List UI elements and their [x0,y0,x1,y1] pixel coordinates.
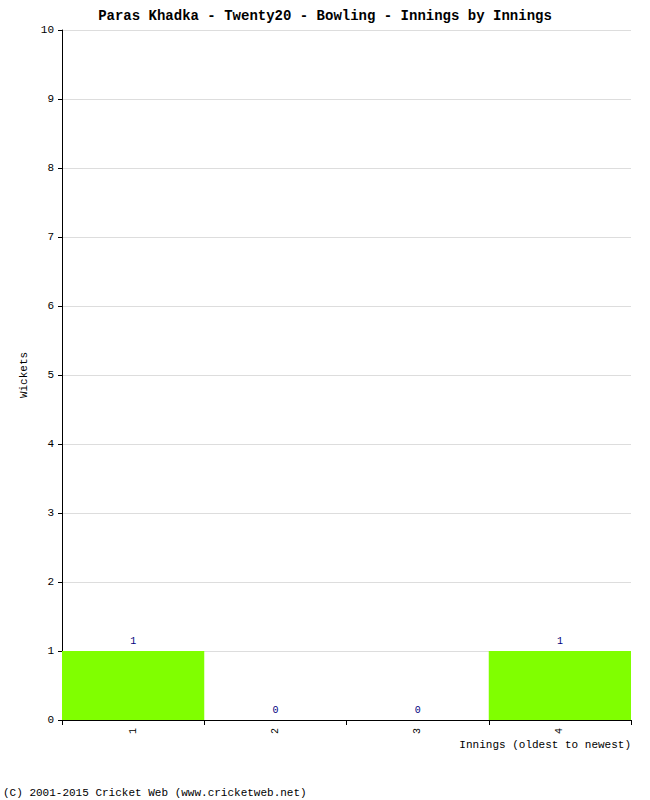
svg-text:2: 2 [270,728,281,734]
svg-text:3: 3 [47,507,54,519]
svg-text:1: 1 [47,645,54,657]
svg-text:10: 10 [41,24,54,36]
svg-text:1: 1 [557,636,563,647]
svg-text:Innings (oldest to newest): Innings (oldest to newest) [459,739,631,751]
svg-text:4: 4 [47,438,54,450]
svg-text:5: 5 [47,369,54,381]
svg-text:0: 0 [415,705,421,716]
svg-text:0: 0 [272,705,278,716]
svg-text:9: 9 [47,93,54,105]
svg-text:0: 0 [47,714,54,726]
svg-text:7: 7 [47,231,54,243]
svg-text:Wickets: Wickets [18,352,30,398]
svg-text:4: 4 [554,728,565,734]
svg-text:(C) 2001-2015 Cricket Web (www: (C) 2001-2015 Cricket Web (www.cricketwe… [3,787,307,799]
svg-text:1: 1 [130,636,136,647]
svg-text:8: 8 [47,162,54,174]
svg-text:Paras Khadka - Twenty20 - Bowl: Paras Khadka - Twenty20 - Bowling - Inni… [98,8,552,24]
svg-text:6: 6 [47,300,54,312]
svg-text:2: 2 [47,576,54,588]
svg-text:3: 3 [412,728,423,734]
svg-text:1: 1 [128,728,139,734]
